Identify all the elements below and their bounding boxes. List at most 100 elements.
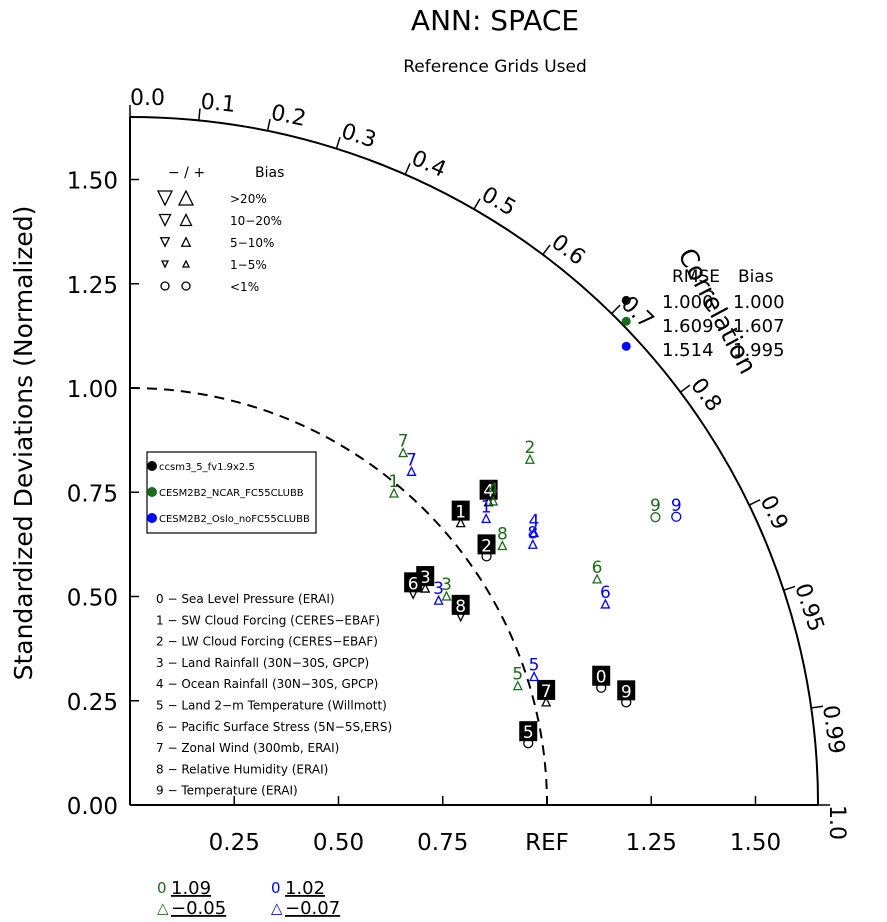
model-legend: ccsm3_5_fv1.9x2.5 CESM2B2_NCAR_FC55CLUBB C… bbox=[146, 451, 317, 534]
x-tick-label: 0.50 bbox=[313, 830, 364, 856]
ref-point bbox=[621, 316, 631, 326]
point-marker bbox=[481, 512, 492, 524]
point-label: 5 bbox=[523, 723, 534, 743]
point-label-bg bbox=[592, 665, 611, 686]
point-marker bbox=[398, 447, 409, 458]
legend-label: CESM2B2_NCAR_FC55CLUBB bbox=[159, 488, 304, 499]
point-marker bbox=[455, 517, 466, 528]
bias-value: 1.995 bbox=[733, 340, 785, 361]
legend-label: CESM2B2_Oslo_noFC55CLUBB bbox=[159, 514, 310, 525]
x-tick-label: REF bbox=[525, 830, 569, 856]
point-label: 9 bbox=[621, 682, 632, 702]
extra-point-value: −0.05 bbox=[171, 898, 226, 919]
corr-tick bbox=[542, 244, 551, 256]
corr-tick bbox=[198, 108, 201, 121]
variable-entry: 3 − Land Rainfall (30N−30S, GPCP) bbox=[156, 656, 369, 670]
point-label-bg bbox=[451, 500, 470, 521]
point-marker bbox=[406, 465, 417, 476]
bias-value: 1.607 bbox=[733, 316, 785, 337]
corr-tick-label: 0.7 bbox=[616, 291, 658, 333]
x-tick-label: 1.25 bbox=[626, 830, 677, 856]
corr-tick bbox=[473, 198, 481, 210]
bias-legend-label: <1% bbox=[230, 280, 259, 294]
point-marker bbox=[420, 582, 431, 593]
bias-legend-label: 5−10% bbox=[230, 236, 274, 250]
point-marker bbox=[497, 540, 508, 551]
point-label: 0 bbox=[596, 668, 607, 688]
bias-down-triangle bbox=[158, 213, 172, 227]
off-chart-points: 0 1.09△ −0.050 1.02△ −0.07 bbox=[157, 878, 340, 919]
rmse-value: 1.000 bbox=[662, 292, 714, 313]
point-label: 7 bbox=[541, 682, 552, 702]
point-label-bg bbox=[537, 679, 556, 700]
corr-tick-label: 0.1 bbox=[199, 90, 236, 118]
point-label-bg bbox=[617, 680, 636, 701]
reference-arc bbox=[129, 387, 548, 806]
bias-legend: − / + Bias >20% 10−20% 5−10% 1−5% <1% bbox=[156, 165, 284, 294]
bias-legend-label: 1−5% bbox=[230, 258, 267, 272]
variable-entry: 8 − Relative Humidity (ERAI) bbox=[156, 762, 328, 776]
bias-down-triangle bbox=[156, 190, 174, 207]
rmse-value: 1.609 bbox=[662, 316, 714, 337]
variable-entry: 4 − Ocean Rainfall (30N−30S, GPCP) bbox=[156, 677, 378, 691]
point-label: 4 bbox=[488, 480, 499, 500]
bias-legend-sign: − / + bbox=[168, 165, 205, 181]
legend-marker bbox=[147, 487, 157, 497]
rmse-value: 1.514 bbox=[662, 340, 714, 361]
variable-entry: 6 − Pacific Surface Stress (5N−5S,ERS) bbox=[156, 720, 392, 734]
point-marker bbox=[600, 598, 611, 609]
extra-point-value: 1.02 bbox=[285, 878, 325, 899]
variable-entry: 0 − Sea Level Pressure (ERAI) bbox=[156, 592, 335, 606]
bias-up-triangle bbox=[177, 189, 195, 206]
point-marker bbox=[671, 511, 682, 522]
y-axis-label: Standardized Deviations (Normalized) bbox=[9, 206, 38, 681]
legend-label: ccsm3_5_fv1.9x2.5 bbox=[159, 462, 255, 473]
point-marker bbox=[529, 671, 540, 682]
point-label: 2 bbox=[524, 438, 535, 458]
point-label: 1 bbox=[455, 503, 466, 523]
legend-marker bbox=[147, 513, 157, 523]
extra-point-marker: △ bbox=[157, 899, 169, 917]
bias-up-triangle bbox=[179, 213, 193, 227]
ref-point bbox=[621, 341, 631, 351]
corr-tick-label: 0.6 bbox=[546, 230, 589, 271]
point-label: 1 bbox=[389, 472, 400, 492]
point-marker bbox=[512, 680, 523, 691]
point-label: 3 bbox=[433, 579, 444, 599]
point-label: 4 bbox=[529, 512, 540, 532]
bias-value: 1.000 bbox=[733, 292, 785, 313]
corr-tick bbox=[335, 136, 341, 149]
corr-tick-label: 1.0 bbox=[824, 805, 849, 840]
x-tick-label: 0.25 bbox=[209, 830, 260, 856]
point-marker bbox=[541, 696, 552, 707]
bias-legend-label: >20% bbox=[230, 192, 267, 206]
point-label: 7 bbox=[406, 450, 417, 470]
point-label: 4 bbox=[483, 482, 494, 502]
point-label-bg bbox=[404, 572, 423, 593]
variable-entry: 9 − Temperature (ERAI) bbox=[156, 784, 298, 798]
bias-legend-label: 10−20% bbox=[230, 214, 282, 228]
bias-header: Bias bbox=[738, 267, 774, 287]
y-tick-label: 1.00 bbox=[67, 377, 118, 403]
point-label: 6 bbox=[600, 583, 611, 603]
point-label-bg bbox=[451, 594, 470, 615]
corr-tick-label: 0.3 bbox=[338, 119, 379, 153]
extra-point-marker: △ bbox=[271, 899, 283, 917]
point-marker bbox=[524, 453, 535, 464]
point-label: 7 bbox=[398, 432, 409, 452]
point-marker bbox=[591, 573, 603, 584]
bias-up-triangle bbox=[180, 236, 192, 247]
ref-point bbox=[621, 295, 631, 305]
legend-marker bbox=[147, 461, 157, 471]
point-marker bbox=[441, 590, 452, 601]
point-label: 6 bbox=[408, 574, 419, 594]
point-label: 1 bbox=[481, 497, 492, 517]
variable-entry: 2 − LW Cloud Forcing (CERES−EBAF) bbox=[156, 635, 378, 649]
bias-down-triangle bbox=[159, 237, 171, 248]
bias-circle bbox=[181, 281, 191, 291]
x-tick-label: 0.75 bbox=[417, 830, 468, 856]
rmse-header: RMSE bbox=[672, 267, 720, 287]
rmse-table: RMSE Bias 1.000 1.000 1.609 1.607 1.514 1.995 bbox=[662, 267, 785, 361]
point-marker bbox=[433, 594, 444, 605]
